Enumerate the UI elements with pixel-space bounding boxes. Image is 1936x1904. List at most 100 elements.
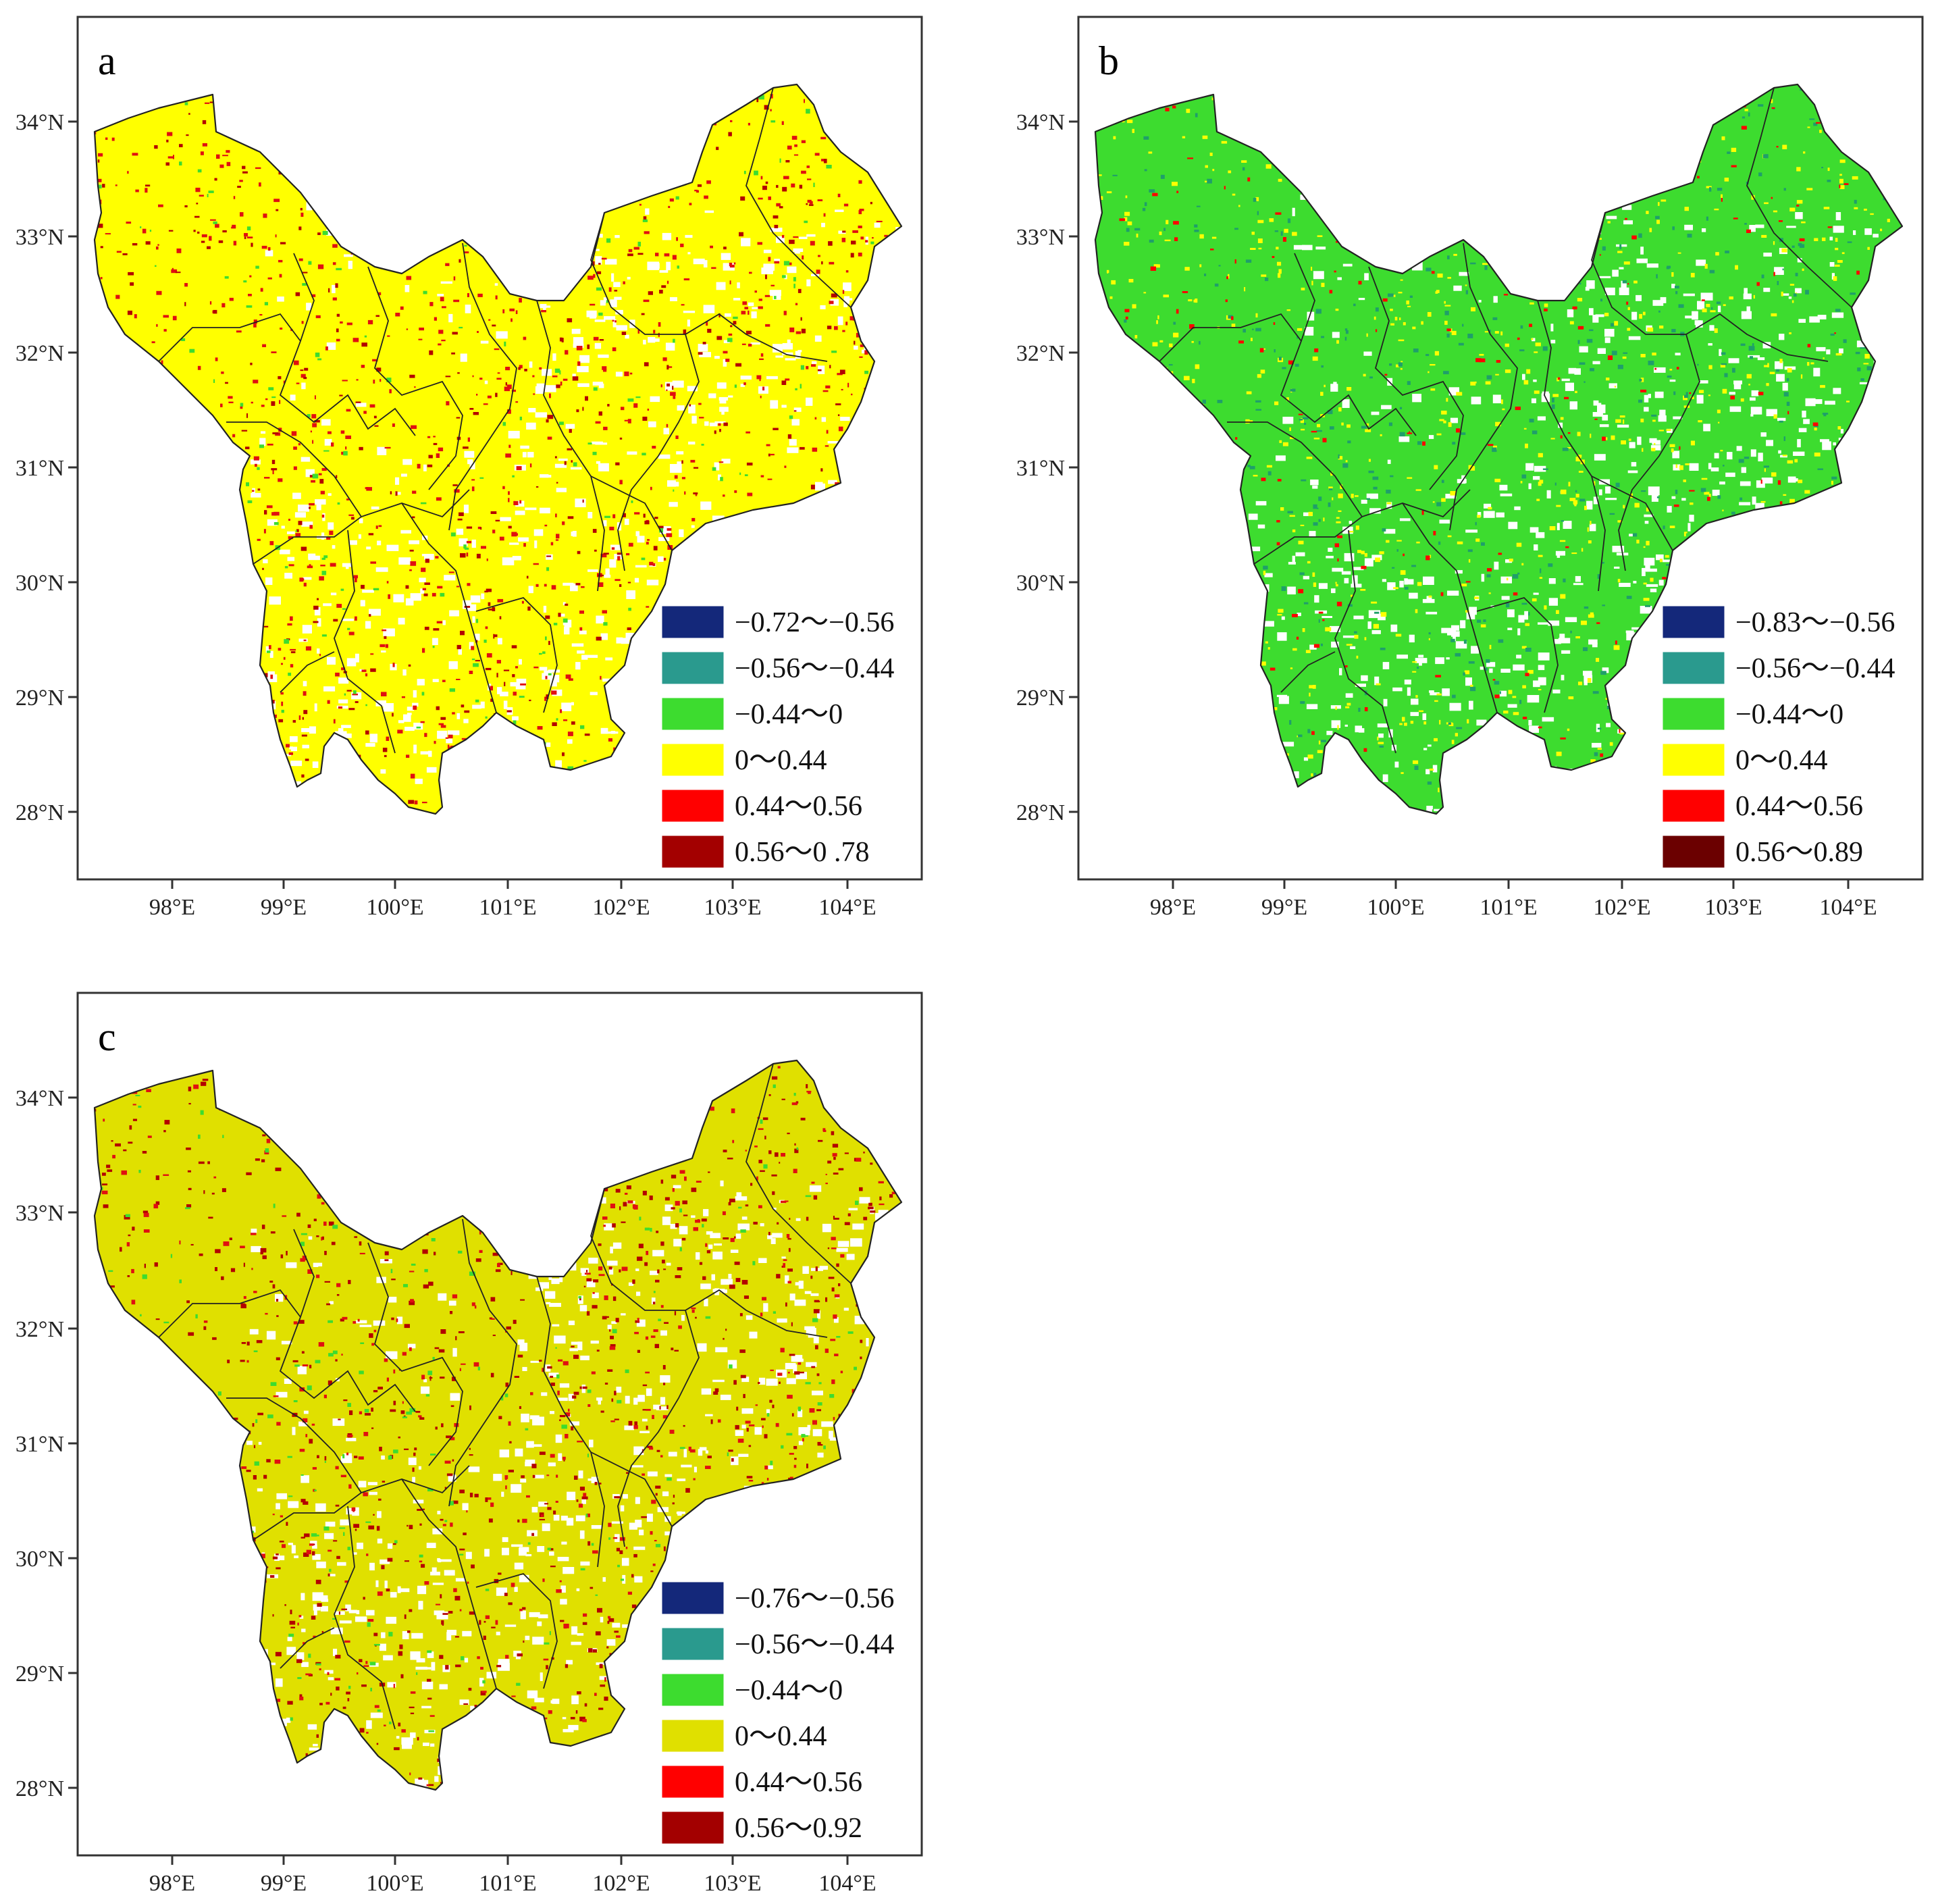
- nodata-cell: [1797, 258, 1802, 263]
- nodata-cell: [544, 670, 552, 675]
- class-cell: [1278, 357, 1282, 361]
- lat-label: 33°N: [16, 225, 64, 250]
- class-cell: [816, 269, 820, 274]
- class-cell: [1520, 481, 1523, 484]
- class-cell: [1789, 498, 1795, 503]
- class-cell: [1716, 301, 1721, 305]
- class-cell: [505, 367, 511, 371]
- nodata-cell: [1660, 297, 1667, 303]
- nodata-cell: [1529, 527, 1539, 533]
- nodata-cell: [821, 222, 825, 228]
- nodata-cell: [1750, 413, 1754, 417]
- class-cell: [313, 621, 319, 623]
- nodata-cell: [703, 260, 708, 267]
- class-cell: [266, 650, 271, 653]
- nodata-cell: [535, 386, 544, 394]
- class-cell: [1494, 331, 1499, 334]
- class-cell: [723, 351, 728, 354]
- nodata-cell: [685, 234, 693, 238]
- class-cell: [300, 374, 306, 378]
- nodata-cell: [1673, 416, 1683, 419]
- class-cell: [1523, 428, 1527, 430]
- class-cell: [1382, 528, 1386, 532]
- class-cell: [321, 571, 327, 575]
- class-cell: [453, 276, 456, 281]
- class-cell: [865, 240, 868, 242]
- class-cell: [770, 109, 772, 111]
- nodata-cell: [1729, 406, 1742, 412]
- class-cell: [1307, 754, 1313, 759]
- nodata-cell: [540, 507, 550, 514]
- county-boundary: [279, 253, 416, 436]
- class-cell: [475, 619, 479, 623]
- class-cell: [768, 257, 771, 261]
- class-cell: [512, 674, 515, 677]
- class-cell: [473, 663, 479, 667]
- class-cell: [838, 426, 843, 432]
- nodata-cell: [1342, 263, 1353, 267]
- nodata-cell: [645, 208, 650, 215]
- class-cell: [307, 565, 313, 569]
- class-cell: [644, 231, 650, 234]
- class-cell: [1606, 705, 1610, 709]
- nodata-cell: [437, 730, 448, 739]
- class-cell: [1556, 505, 1561, 507]
- class-cell: [1652, 353, 1656, 356]
- class-cell: [388, 594, 390, 599]
- class-cell: [681, 477, 685, 480]
- nodata-cell: [1719, 481, 1725, 485]
- nodata-cell: [603, 520, 607, 527]
- class-cell: [1609, 513, 1615, 515]
- class-cell: [1250, 248, 1256, 250]
- class-cell: [1196, 205, 1201, 207]
- class-cell: [1683, 480, 1686, 482]
- class-cell: [1439, 419, 1444, 421]
- class-cell: [261, 245, 267, 249]
- nodata-cell: [1699, 380, 1708, 384]
- nodata-cell: [1465, 530, 1477, 533]
- legend-swatch: [661, 743, 725, 777]
- nodata-cell: [348, 261, 352, 269]
- class-cell: [397, 729, 403, 734]
- nodata-cell: [1480, 666, 1484, 670]
- class-cell: [823, 213, 826, 217]
- class-cell: [1650, 577, 1654, 582]
- class-cell: [149, 230, 152, 232]
- class-cell: [602, 366, 607, 370]
- class-cell: [225, 382, 228, 384]
- nodata-cell: [1382, 774, 1388, 782]
- class-cell: [1714, 328, 1718, 333]
- class-cell: [1801, 221, 1806, 224]
- nodata-cell: [1264, 573, 1273, 577]
- nodata-cell: [1345, 693, 1353, 698]
- class-cell: [793, 236, 799, 238]
- class-cell: [1659, 559, 1663, 563]
- class-cell: [1787, 460, 1794, 464]
- nodata-cell: [1671, 496, 1676, 499]
- class-cell: [1775, 369, 1780, 372]
- class-cell: [1436, 693, 1442, 696]
- class-cell: [1467, 719, 1469, 724]
- class-cell: [1443, 420, 1446, 423]
- class-cell: [1317, 423, 1321, 428]
- nodata-cell: [1294, 771, 1299, 779]
- class-cell: [466, 540, 472, 544]
- class-cell: [412, 516, 415, 519]
- class-cell: [424, 582, 430, 585]
- class-cell: [1494, 681, 1500, 685]
- nodata-cell: [1326, 555, 1334, 559]
- class-cell: [509, 308, 515, 311]
- class-cell: [321, 557, 325, 560]
- class-cell: [382, 748, 388, 752]
- class-cell: [319, 654, 321, 657]
- class-cell: [1327, 409, 1333, 415]
- class-cell: [695, 492, 698, 496]
- class-cell: [380, 379, 382, 382]
- class-cell: [667, 366, 673, 368]
- nodata-cell: [1586, 280, 1595, 289]
- nodata-cell: [1778, 450, 1781, 454]
- class-cell: [145, 184, 151, 187]
- nodata-cell: [594, 342, 602, 349]
- nodata-cell: [1561, 378, 1570, 382]
- class-cell: [1740, 398, 1744, 402]
